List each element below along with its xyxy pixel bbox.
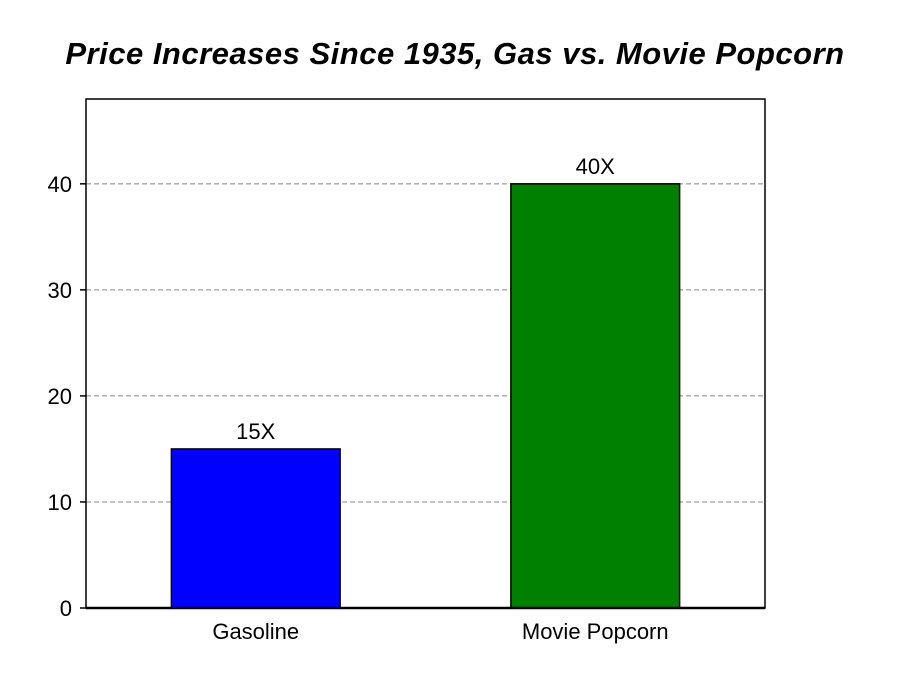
bar-gasoline: [170, 448, 341, 609]
data-label: 15X: [236, 419, 275, 444]
chart-title: Price Increases Since 1935, Gas vs. Movi…: [65, 36, 845, 71]
y-tick-label: 0: [60, 596, 72, 621]
y-axis-ticks: 0 10 20 30 40: [48, 172, 86, 621]
bar-movie-popcorn: [510, 183, 681, 609]
category-label: Movie Popcorn: [522, 619, 669, 644]
y-tick-label: 20: [48, 384, 72, 409]
y-tick-label: 10: [48, 490, 72, 515]
bars: [170, 183, 681, 609]
category-label: Gasoline: [212, 619, 299, 644]
y-tick-label: 40: [48, 172, 72, 197]
data-labels: 15X 40X: [236, 154, 615, 444]
y-tick-label: 30: [48, 278, 72, 303]
data-label: 40X: [576, 154, 615, 179]
x-axis-categories: Gasoline Movie Popcorn: [212, 619, 668, 644]
